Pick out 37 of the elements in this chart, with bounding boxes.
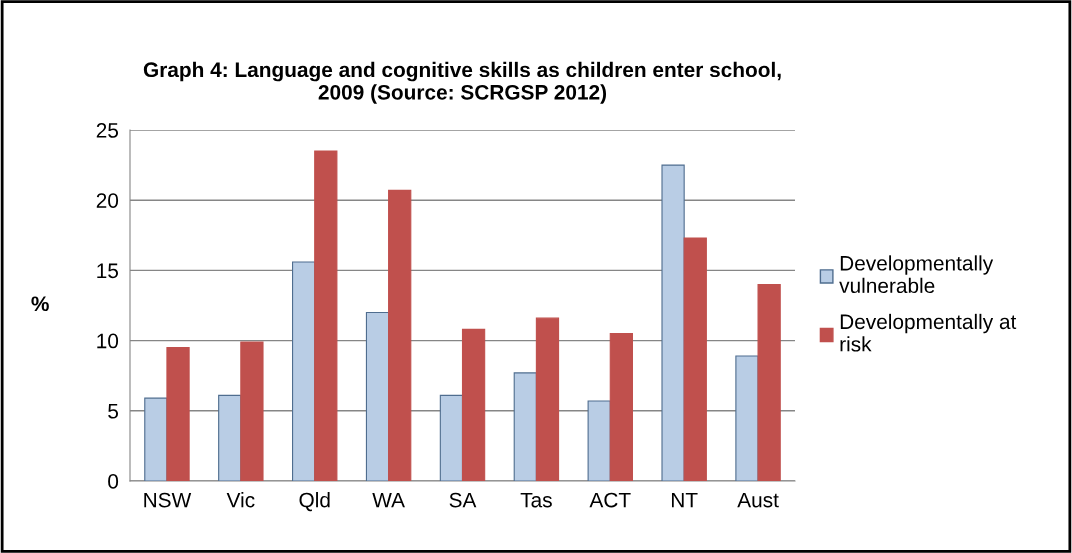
y-tick-label: 20 [96,193,119,208]
bar [587,400,611,481]
bar [314,150,338,481]
x-tick-label: Qld [299,492,330,512]
chart-title: Graph 4: Language and cognitive skills as children enter school, 2009 (Source: SCRGSP 2012) [143,61,781,104]
y-tick-label: 15 [97,263,119,279]
bar [240,341,264,481]
bar [513,372,537,481]
bar [461,328,486,481]
bar [166,347,190,481]
bar [144,397,168,481]
bar [365,311,390,481]
x-tick-label: Tas [520,492,552,508]
x-tick-label: Vic [226,492,255,508]
bar [735,355,759,481]
bar [757,283,781,481]
y-tick-label: 0 [108,474,119,489]
bar [535,317,560,481]
bar [439,394,464,481]
legend-label: Developmentally at risk [840,313,1017,352]
bar [609,333,633,481]
bar [661,164,685,481]
bar [683,237,707,481]
x-tick-label: NT [671,492,698,508]
bar [218,394,242,481]
y-tick-label: 5 [108,404,119,419]
x-tick-label: WA [372,492,405,508]
legend-label: Developmentally vulnerable [839,255,994,294]
x-tick-label: ACT [589,492,631,508]
bar [388,189,412,481]
x-tick-label: SA [449,492,477,508]
y-tick-label: 25 [96,123,119,138]
y-tick-label: 10 [97,333,119,349]
x-tick-label: NSW [144,492,192,508]
x-tick-label: Aust [737,492,779,508]
bar [292,261,316,481]
y-axis-title: % [31,296,49,312]
